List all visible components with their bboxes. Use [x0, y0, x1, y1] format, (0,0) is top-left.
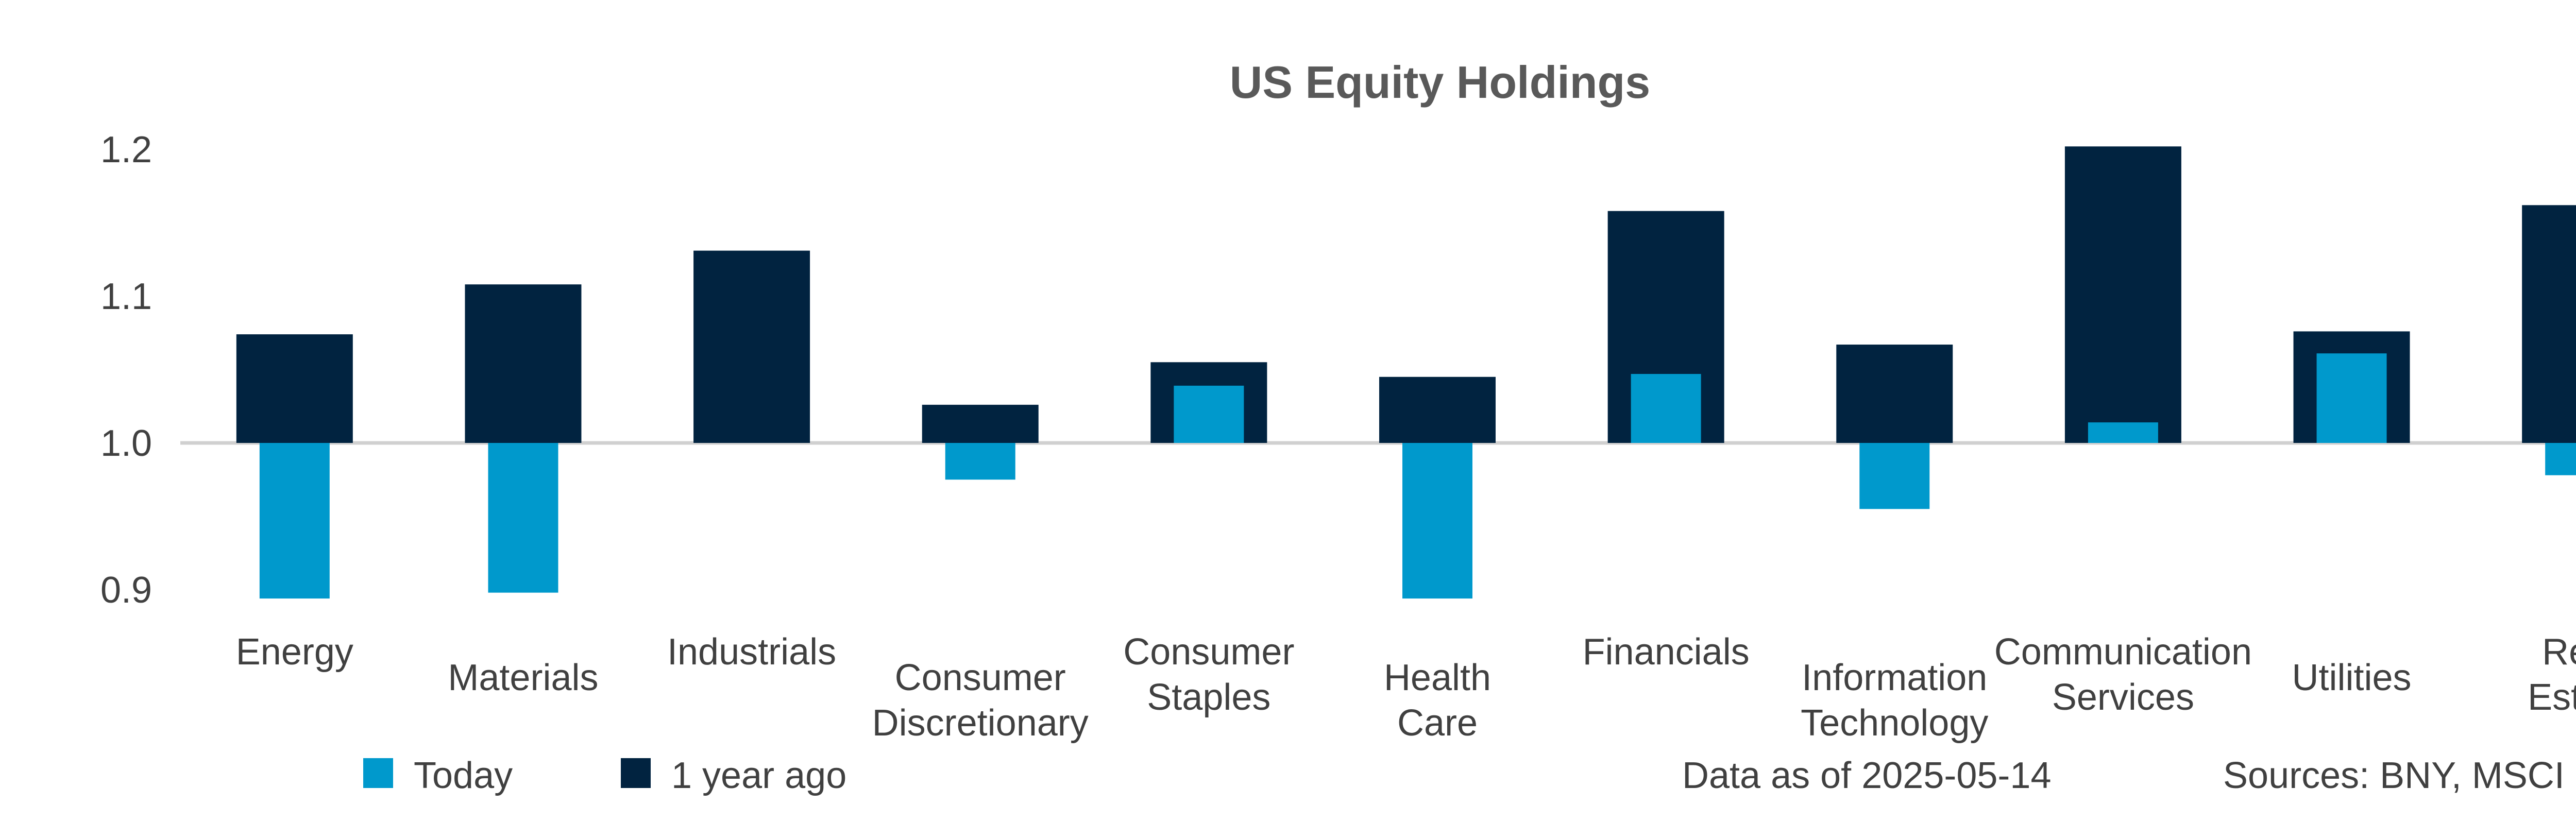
- bar-today: [2545, 443, 2576, 475]
- sources-note: Sources: BNY, MSCI: [2223, 755, 2565, 796]
- legend-swatch: [621, 758, 651, 788]
- y-tick-label: 1.2: [100, 129, 152, 170]
- y-tick-label: 1.1: [100, 276, 152, 317]
- bar-today: [1174, 385, 1244, 443]
- category-label: Health: [1384, 657, 1491, 698]
- category-label: Staples: [1147, 677, 1270, 718]
- y-axis: 1.2 1.1 1.0 0.9: [100, 129, 152, 611]
- legend-label: 1 year ago: [671, 755, 846, 796]
- bar-1-year-ago: [236, 334, 353, 443]
- category-label: Consumer: [895, 657, 1066, 698]
- bar-1-year-ago: [1836, 345, 1953, 443]
- bar-1-year-ago: [465, 284, 582, 443]
- category-label: Real: [2542, 631, 2576, 673]
- bar-today: [1402, 443, 1472, 599]
- legend-label: Today: [414, 755, 513, 796]
- category-label: Services: [2052, 677, 2194, 718]
- bar-1-year-ago: [1379, 376, 1496, 443]
- category-label: Utilities: [2292, 657, 2412, 698]
- bar-today: [1859, 443, 1930, 509]
- bar-today: [2316, 353, 2387, 443]
- bars: [236, 146, 2576, 599]
- category-label: Discretionary: [872, 703, 1089, 744]
- bar-1-year-ago: [922, 404, 1039, 443]
- y-tick-label: 1.0: [100, 423, 152, 464]
- category-label: Industrials: [667, 631, 836, 673]
- legend-swatch: [363, 758, 393, 788]
- data-date-note: Data as of 2025-05-14: [1682, 755, 2051, 796]
- y-tick-label: 0.9: [100, 570, 152, 611]
- bar-today: [259, 443, 330, 599]
- x-axis: Energy Materials Industrials Consumer Discre…: [236, 631, 2576, 744]
- category-label: Information: [1802, 657, 1987, 698]
- bar-today: [1631, 374, 1701, 443]
- chart-title: US Equity Holdings: [1230, 57, 1650, 108]
- bar-1-year-ago: [2064, 146, 2181, 443]
- category-label: Financials: [1583, 631, 1750, 673]
- category-label: Materials: [448, 657, 598, 698]
- category-label: Energy: [236, 631, 353, 673]
- category-label: Estate: [2528, 677, 2576, 718]
- legend: Today 1 year ago: [363, 755, 846, 796]
- bar-1-year-ago: [2522, 205, 2576, 443]
- bar-today: [488, 443, 558, 593]
- bar-today: [945, 443, 1015, 480]
- bar-1-year-ago: [693, 250, 810, 443]
- footnotes: Data as of 2025-05-14 Sources: BNY, MSCI: [1682, 755, 2565, 796]
- category-label: Technology: [1801, 703, 1988, 744]
- bar-today: [2088, 422, 2158, 443]
- category-label: Communication: [1994, 631, 2252, 673]
- category-label: Consumer: [1123, 631, 1294, 673]
- category-label: Care: [1397, 703, 1478, 744]
